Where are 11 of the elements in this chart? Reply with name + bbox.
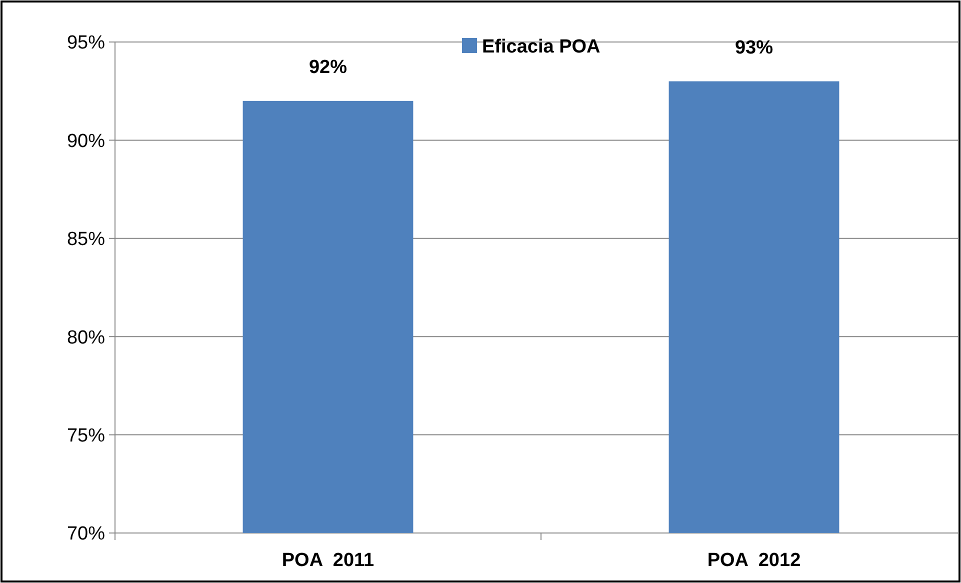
legend-label: Eficacia POA: [482, 36, 601, 58]
data-label: 93%: [734, 37, 774, 58]
y-tick-label: 85%: [66, 229, 106, 250]
x-tick-label: POA 2011: [282, 550, 375, 571]
y-tick-label: 70%: [66, 524, 106, 545]
y-tick-label: 90%: [66, 130, 106, 152]
y-tick-label: 95%: [66, 32, 106, 54]
y-tick-label: 80%: [66, 327, 106, 348]
y-tick-label: 75%: [66, 425, 106, 446]
x-tick-label: POA 2012: [707, 550, 801, 571]
data-label: 92%: [308, 56, 348, 78]
